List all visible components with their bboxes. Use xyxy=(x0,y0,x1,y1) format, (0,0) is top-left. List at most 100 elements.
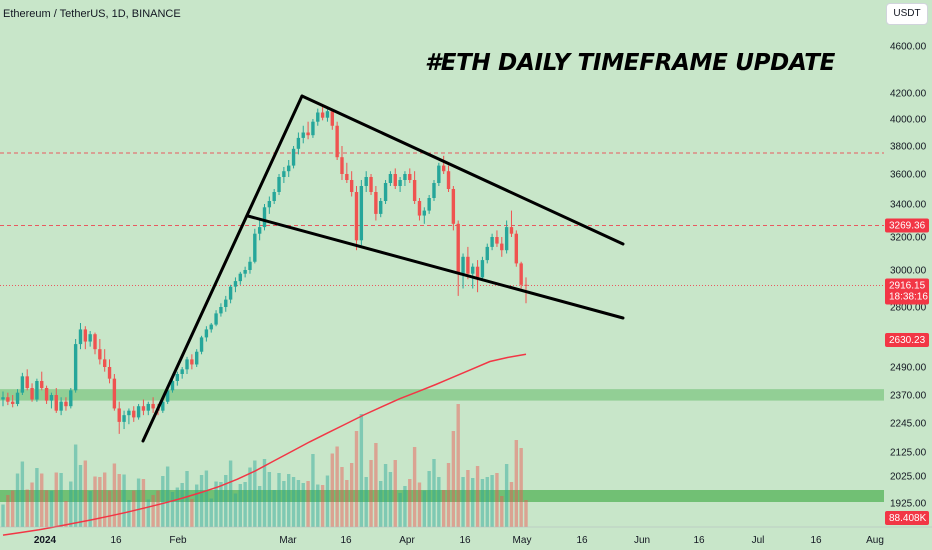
volume-bar xyxy=(466,470,470,527)
volume-bar xyxy=(102,472,107,527)
volume-bar xyxy=(519,448,523,527)
volume-bar xyxy=(127,500,131,527)
candle-body xyxy=(214,313,218,325)
volume-bar xyxy=(238,484,242,527)
candle-body xyxy=(432,183,436,198)
candle-body xyxy=(117,408,121,422)
candle-body xyxy=(422,210,427,216)
candle-body xyxy=(30,388,34,400)
candle-body xyxy=(98,349,102,360)
volume-bar xyxy=(461,477,465,527)
volume-bar xyxy=(509,482,514,527)
volume-bar xyxy=(359,414,364,527)
candle-body xyxy=(379,201,383,214)
candle-body xyxy=(369,177,373,192)
candle-body xyxy=(320,112,325,118)
candle-body xyxy=(490,237,494,247)
candle-body xyxy=(248,261,252,270)
volume-bar xyxy=(441,490,446,527)
upper-wedge-trendline xyxy=(300,94,625,246)
candle-body xyxy=(417,201,422,216)
volume-bar xyxy=(180,483,184,527)
candle-body xyxy=(83,329,88,342)
volume-bar xyxy=(132,490,136,527)
candle-body xyxy=(437,165,441,183)
symbol-title[interactable]: Ethereum / TetherUS, 1D, BINANCE xyxy=(3,8,181,20)
candle-body xyxy=(456,223,460,274)
volume-bar xyxy=(330,453,334,527)
volume-bar xyxy=(209,498,213,527)
candle-body xyxy=(330,111,334,126)
volume-bar xyxy=(364,477,368,527)
currency-button[interactable]: USDT xyxy=(886,3,928,25)
candle-body xyxy=(15,392,20,404)
time-axis-label: 16 xyxy=(576,535,588,546)
time-axis-label: 16 xyxy=(459,535,471,546)
volume-bar xyxy=(141,479,146,527)
candle-body xyxy=(354,192,359,241)
support-zone xyxy=(0,389,884,401)
candle-body xyxy=(88,334,92,342)
trendlines-layer xyxy=(141,94,625,443)
candle-body xyxy=(93,334,97,350)
volume-bar xyxy=(335,446,339,527)
candle-body xyxy=(69,390,73,407)
volume-bar xyxy=(112,463,117,527)
volume-bar xyxy=(485,477,489,527)
candle-body xyxy=(495,237,499,244)
volume-bar xyxy=(219,482,223,527)
time-axis-label: Aug xyxy=(866,535,884,546)
candle-body xyxy=(480,260,485,278)
volume-zone xyxy=(0,490,884,502)
candle-body xyxy=(170,381,175,391)
volume-bar xyxy=(64,501,68,527)
volume-bar xyxy=(340,467,344,527)
volume-bar xyxy=(136,478,141,527)
volume-bar xyxy=(88,491,92,527)
candle-body xyxy=(219,307,223,314)
candle-body xyxy=(209,324,213,330)
price-axis-label: 2245.00 xyxy=(890,419,927,430)
price-axis[interactable]: 4600.00 4200.00 4000.00 3800.00 3600.00 3400.… xyxy=(884,0,932,527)
volume-bar xyxy=(456,404,460,527)
volume-bar xyxy=(1,504,5,527)
last-price-tag-bg xyxy=(885,278,929,305)
candle-body xyxy=(180,369,184,374)
impulse-trendline xyxy=(141,94,304,443)
candle-body xyxy=(102,359,107,367)
volume-bar xyxy=(175,487,180,527)
volume-bar xyxy=(257,486,262,527)
moving-average-tag-bg xyxy=(885,333,929,347)
candle-body xyxy=(35,381,39,400)
volume-bar xyxy=(422,490,427,527)
price-axis-label: 3400.00 xyxy=(890,200,927,211)
candle-body xyxy=(267,201,272,208)
volume-bar xyxy=(291,477,296,527)
volume-bar xyxy=(398,493,402,527)
time-axis[interactable]: 2024 16 Feb Mar 16 Apr 16 May 16 Jun 16 Jul 16 Aug xyxy=(0,526,932,546)
volume-bar xyxy=(287,474,291,527)
candle-body xyxy=(132,410,136,418)
candle-body xyxy=(44,388,49,401)
volume-bar xyxy=(437,477,441,527)
candle-body xyxy=(146,403,150,411)
volume-tag: 88.408K xyxy=(889,513,927,524)
volume-bar xyxy=(20,461,25,527)
candle-body xyxy=(78,329,83,345)
moving-average-layer xyxy=(2,353,527,536)
candle-body xyxy=(364,177,368,186)
volume-bar xyxy=(40,473,44,527)
candle-body xyxy=(228,286,233,300)
volume-bar xyxy=(272,490,276,527)
candle-body xyxy=(272,192,276,201)
price-axis-label: 2490.00 xyxy=(890,363,927,374)
volume-bar xyxy=(10,490,15,527)
last-price-tag: 2916.15 xyxy=(889,281,926,292)
volume-bar xyxy=(296,480,301,527)
candle-body xyxy=(185,359,189,370)
candle-body xyxy=(466,256,470,274)
candle-body xyxy=(393,174,397,186)
time-axis-label: 16 xyxy=(810,535,822,546)
